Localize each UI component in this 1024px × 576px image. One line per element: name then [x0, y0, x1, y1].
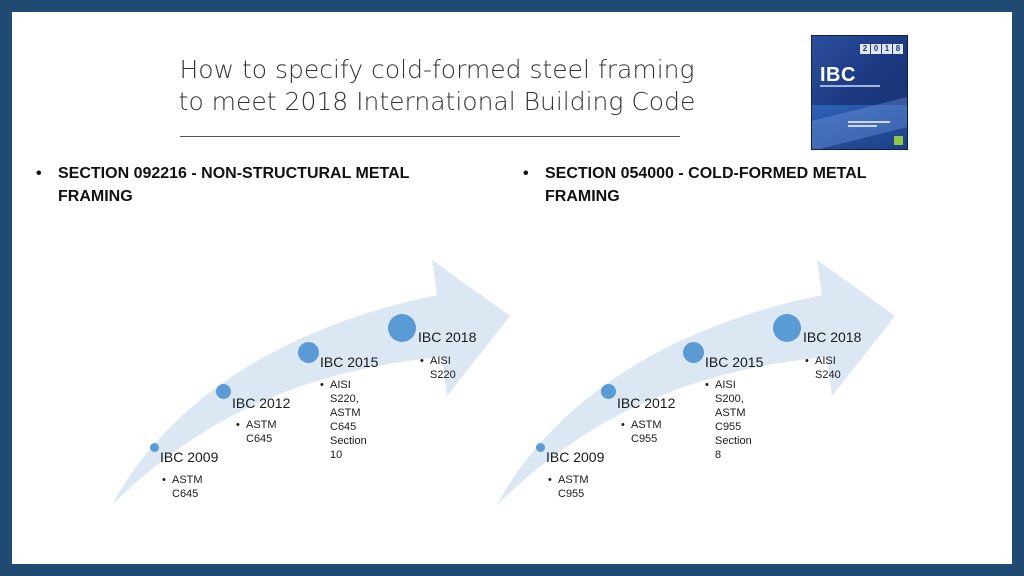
- milestone-dot: [388, 314, 416, 342]
- slide-title: How to specify cold-formed steel framing…: [132, 54, 742, 118]
- milestone-label: IBC 2009: [546, 449, 605, 465]
- milestone-dot: [150, 443, 159, 452]
- milestone-label: IBC 2018: [803, 329, 862, 345]
- section-heading-text: SECTION 054000 - COLD-FORMED METAL FRAMI…: [545, 165, 867, 205]
- milestone-item: ASTM C955: [621, 418, 662, 446]
- cover-small-text: [848, 121, 890, 131]
- milestone-item: ASTM C645: [236, 418, 277, 446]
- milestone-items: ASTM C955: [548, 473, 589, 501]
- milestone-dot: [216, 384, 231, 399]
- ibc-book-cover-image: 2 0 1 8 IBC: [812, 36, 907, 149]
- bullet-marker: •: [36, 165, 42, 182]
- timeline-arrow-left: [112, 260, 510, 505]
- milestone-item: AISI S220, ASTM C645 Section 10: [320, 378, 367, 462]
- title-line-2: to meet 2018 International Building Code: [178, 87, 696, 116]
- milestone-label: IBC 2012: [232, 395, 291, 411]
- milestone-item: ASTM C645: [162, 473, 203, 501]
- milestone-items: ASTM C645: [236, 418, 277, 446]
- milestone-item: ASTM C955: [548, 473, 589, 501]
- milestone-dot: [298, 342, 319, 363]
- cover-badge: [894, 136, 903, 145]
- milestone-dot: [683, 342, 704, 363]
- milestone-items: AISI S240: [805, 354, 841, 382]
- cover-band: [812, 105, 907, 149]
- milestone-items: AISI S200, ASTM C955 Section 8: [705, 378, 752, 462]
- cover-abbreviation: IBC: [820, 64, 856, 86]
- milestone-items: AISI S220, ASTM C645 Section 10: [320, 378, 367, 462]
- milestone-dot: [601, 384, 616, 399]
- cover-year-digits: 2 0 1 8: [860, 44, 903, 54]
- milestone-items: ASTM C955: [621, 418, 662, 446]
- timeline-arrow-right: [497, 260, 895, 505]
- milestone-label: IBC 2012: [617, 395, 676, 411]
- section-heading-text: SECTION 092216 - NON-STRUCTURAL METAL FR…: [58, 165, 410, 205]
- bullet-marker: •: [523, 165, 529, 182]
- cover-subtitle-line: [820, 85, 880, 87]
- milestone-item: AISI S240: [805, 354, 841, 382]
- section-heading-cold-formed: • SECTION 054000 - COLD-FORMED METAL FRA…: [523, 162, 943, 208]
- milestone-dot: [773, 314, 801, 342]
- milestone-label: IBC 2009: [160, 449, 219, 465]
- milestone-label: IBC 2015: [705, 354, 764, 370]
- milestone-dot: [536, 443, 545, 452]
- cover-year-digit: 1: [882, 44, 892, 54]
- milestone-label: IBC 2018: [418, 329, 477, 345]
- cover-year-digit: 8: [893, 44, 903, 54]
- milestone-items: AISI S220: [420, 354, 456, 382]
- cover-year-digit: 2: [860, 44, 870, 54]
- cover-year-digit: 0: [871, 44, 881, 54]
- title-line-1: How to specify cold-formed steel framing: [179, 55, 695, 84]
- milestone-label: IBC 2015: [320, 354, 379, 370]
- milestone-items: ASTM C645: [162, 473, 203, 501]
- milestone-item: AISI S220: [420, 354, 456, 382]
- section-heading-nonstructural: • SECTION 092216 - NON-STRUCTURAL METAL …: [36, 162, 476, 208]
- milestone-item: AISI S200, ASTM C955 Section 8: [705, 378, 752, 462]
- slide: How to specify cold-formed steel framing…: [12, 12, 1012, 564]
- title-divider: [180, 136, 680, 137]
